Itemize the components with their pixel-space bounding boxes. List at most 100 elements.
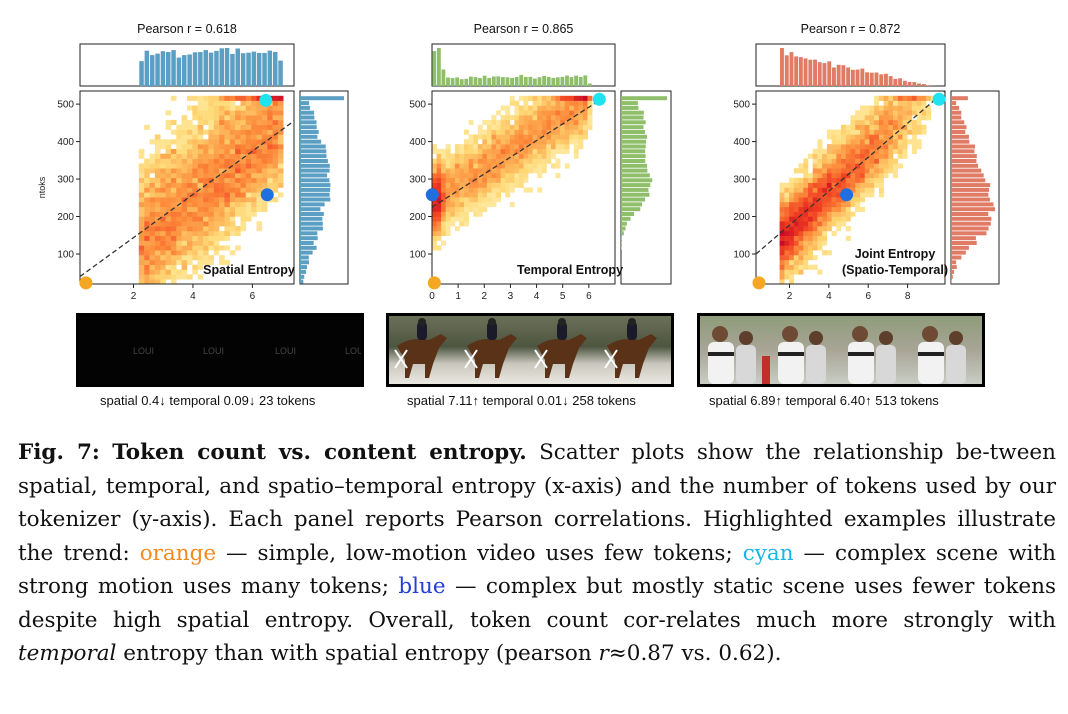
heatmap-cell [878,182,884,188]
heatmap-cell [454,226,460,232]
heatmap-cell [850,148,856,154]
heatmap-cell [450,216,456,222]
heatmap-cell [902,110,908,116]
heatmap-cell [450,221,456,227]
heatmap-cell [477,163,483,169]
heatmap-cell [224,187,230,193]
marginal-bar [951,163,978,168]
heatmap-cell [500,115,506,121]
heatmap-cell [523,187,529,193]
heatmap-cell [160,211,166,217]
heatmap-cell [165,264,172,270]
heatmap-cell [203,115,209,121]
heatmap-cell [817,163,823,169]
heatmap-cell [587,115,593,121]
heatmap-cell [486,153,492,159]
heatmap-cell [181,139,188,145]
heatmap-cell [454,192,460,198]
heatmap-cell [850,119,856,125]
heatmap-cell [537,95,543,101]
heatmap-cell [203,192,209,198]
heatmap-cell [874,115,880,121]
heatmap-cell [187,250,193,256]
heatmap-cell [235,245,241,251]
heatmap-cell [477,148,483,154]
heatmap-cell [256,124,263,130]
heatmap-cell [256,105,263,111]
heatmap-cell [192,206,198,212]
heatmap-cell [144,250,150,256]
heatmap-cell [500,119,506,125]
heatmap-cell [784,187,790,193]
heatmap-cell [256,163,263,169]
heatmap-cell [523,163,529,169]
heatmap-cell [160,153,166,159]
heatmap-cell [219,100,225,106]
heatmap-cell [482,134,488,140]
heatmap-cell [869,148,875,154]
heatmap-cell [477,124,483,130]
x-tick-label: 4 [534,291,540,302]
marginal-bar [784,55,789,86]
heatmap-cell [897,134,903,140]
heatmap-cell [436,230,442,236]
heatmap-cell [831,168,837,174]
heatmap-cell [869,144,875,150]
heatmap-cell [229,177,236,183]
heatmap-cell [496,182,501,188]
heatmap-cell [822,221,828,227]
heatmap-cell [170,202,177,208]
heatmap-cell [505,105,511,111]
heatmap-cell [897,115,903,121]
marginal-bar [621,178,653,183]
heatmap-cell [573,119,579,125]
heatmap-cell [450,168,456,174]
heatmap-cell [213,129,220,135]
marginal-bar [621,226,626,231]
marginal-bar [798,57,803,86]
heatmap-cell [836,153,842,159]
heatmap-cell [165,230,172,236]
heatmap-cell [170,197,177,203]
marginal-bar [523,76,528,86]
marginal-bar [951,187,989,192]
heatmap-cell [229,95,236,101]
marginal-bar [432,51,437,86]
marginal-bar [621,212,634,216]
heatmap-cell [555,158,561,164]
heatmap-cell [235,95,241,101]
caption-text: — simple, low-motion video uses few toke… [216,540,743,566]
heatmap-cell [869,163,875,169]
heatmap-cell [789,255,795,261]
heatmap-cell [551,139,556,145]
heatmap-cell [197,202,204,208]
heatmap-cell [229,221,236,227]
heatmap-cell [187,206,193,212]
heatmap-cell [869,124,875,130]
heatmap-cell [144,168,150,174]
heatmap-cell [482,153,488,159]
heatmap-cell [860,129,865,135]
heatmap-cell [235,230,241,236]
heatmap-cell [445,202,451,208]
heatmap-cell [817,187,823,193]
heatmap-cell [240,168,247,174]
heatmap-cell [154,255,161,261]
heatmap-cell [138,192,145,198]
heatmap-cell [208,115,214,121]
heatmap-cell [826,216,832,222]
heatmap-cell [803,240,809,246]
heatmap-cell [817,144,823,150]
heatmap-cell [822,163,828,169]
heatmap-cell [491,144,497,150]
heatmap-cell [789,230,795,236]
heatmap-cell [181,206,188,212]
heatmap-cell [213,211,220,217]
heatmap-cell [176,230,182,236]
heatmap-cell [181,197,188,203]
heatmap-cell [808,173,813,179]
heatmap-cell [789,177,795,183]
heatmap-cell [532,144,538,150]
marginal-bar [846,67,851,86]
heatmap-cell [181,192,188,198]
